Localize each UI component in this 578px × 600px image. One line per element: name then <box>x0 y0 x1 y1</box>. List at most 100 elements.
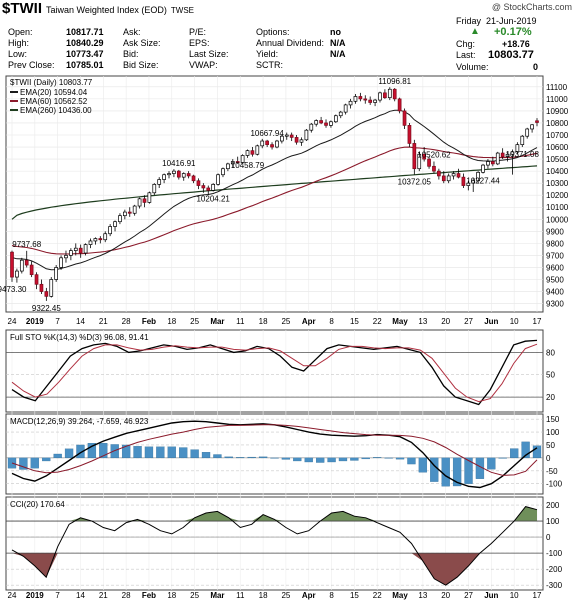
options-value: no <box>330 27 341 37</box>
candle-body <box>108 226 112 235</box>
bid-label: Bid: <box>123 49 139 59</box>
macd-histogram-bar <box>99 443 108 459</box>
price-xtick-label: Jun <box>484 317 498 326</box>
macd-histogram-bar <box>395 457 405 460</box>
candle <box>427 156 431 169</box>
macd-histogram-bar <box>42 457 51 462</box>
yield-value: N/A <box>330 49 346 59</box>
candle-body <box>309 123 314 131</box>
cci-xtick-label: 25 <box>190 591 199 600</box>
candle <box>348 98 353 109</box>
candle-body <box>230 161 235 165</box>
candle-body <box>64 255 68 259</box>
macd-histogram-bar <box>304 457 313 463</box>
price-annotation: 10371.08 <box>506 150 540 159</box>
candle <box>230 159 235 168</box>
candle-body <box>201 185 206 189</box>
legend-entry: EMA(260) 10436.00 <box>20 106 92 115</box>
macd-histogram-bar <box>521 441 530 459</box>
candle <box>221 167 225 178</box>
symbol: $TWII <box>2 0 42 17</box>
candle <box>103 231 108 243</box>
candle-body <box>510 151 515 155</box>
cci-xtick-label: 27 <box>464 591 473 600</box>
price-ytick-label: 9600 <box>546 263 564 272</box>
candle <box>525 127 530 139</box>
price-ytick-label: 10700 <box>546 131 569 140</box>
prev-close-value: 10785.01 <box>66 60 104 70</box>
macd-histogram-bar <box>144 446 154 459</box>
ema60-line <box>11 146 538 255</box>
candle <box>64 250 68 263</box>
candle-body <box>10 251 14 278</box>
cci-panel <box>5 496 544 591</box>
price-annotation: 10372.05 <box>398 177 432 186</box>
price-xtick-label: 7 <box>55 317 60 326</box>
options-label: Options: <box>256 27 290 37</box>
candle-body <box>226 163 230 170</box>
macd-histogram-bar <box>76 444 85 459</box>
candle <box>132 204 137 216</box>
macd-histogram-bar <box>156 446 165 459</box>
candle-body <box>299 139 304 143</box>
candle <box>39 279 44 294</box>
macd-histogram-bar <box>121 444 131 459</box>
price-xtick-label: May <box>392 317 408 326</box>
candle-body <box>127 211 132 214</box>
candle-body <box>329 121 333 126</box>
candle-body <box>157 179 162 185</box>
candle <box>113 220 117 232</box>
exchange: TWSE <box>170 6 194 15</box>
candle-body <box>88 240 93 245</box>
price-ytick-label: 9300 <box>546 300 564 309</box>
candle <box>437 168 441 180</box>
cci-ytick-label: 200 <box>546 501 560 510</box>
cci-title: CCI(20) 170.64 <box>10 500 65 509</box>
price-annotation: 9737.68 <box>12 240 41 249</box>
macd-histogram-bar <box>110 444 119 459</box>
candle <box>309 122 314 133</box>
candle <box>206 185 211 195</box>
candle <box>476 171 480 184</box>
candle-body <box>137 198 142 207</box>
candle <box>304 128 309 142</box>
macd-histogram-bar <box>201 452 211 459</box>
candle <box>172 169 176 178</box>
candle-body <box>343 104 348 113</box>
high-label: High: <box>8 38 30 48</box>
annual-dividend-value: N/A <box>330 38 346 48</box>
macd-ytick-label: 50 <box>546 441 555 450</box>
candle-body <box>353 96 358 102</box>
candle-body <box>176 170 181 178</box>
cci-xtick-label: 2019 <box>26 591 44 600</box>
candle-body <box>530 124 534 130</box>
candle <box>245 149 250 158</box>
macd-histogram-bar <box>64 448 74 459</box>
macd-histogram-bar <box>327 457 336 463</box>
candle <box>338 110 343 119</box>
candle-body <box>98 238 103 241</box>
candle <box>505 151 510 162</box>
candle-body <box>216 174 220 185</box>
price-ytick-label: 10900 <box>546 107 569 116</box>
macd-ytick-label: 150 <box>546 415 560 424</box>
candle-body <box>481 164 485 173</box>
macd-histogram-bar <box>407 457 416 465</box>
low-value: 10773.47 <box>66 49 104 59</box>
candle <box>162 173 166 184</box>
candle <box>510 149 515 175</box>
candle <box>123 209 127 220</box>
candle-body <box>260 140 265 147</box>
candle-body <box>118 215 122 223</box>
macd-histogram-bar <box>293 457 302 462</box>
macd-histogram-bar <box>179 447 188 459</box>
price-xtick-label: 13 <box>418 317 427 326</box>
candle <box>515 142 520 155</box>
candle <box>402 108 407 129</box>
candle-body <box>250 150 255 155</box>
candle <box>275 139 279 149</box>
candle-body <box>186 173 191 177</box>
candle-body <box>123 211 127 217</box>
candle-body <box>49 279 54 297</box>
